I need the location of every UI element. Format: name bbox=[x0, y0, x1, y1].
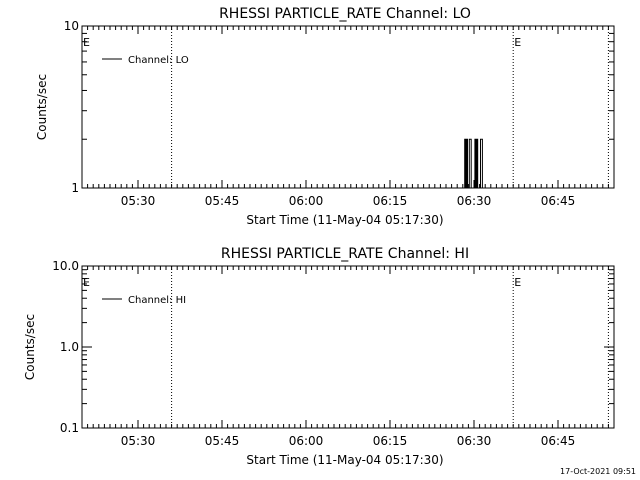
x-tick-label: 06:45 bbox=[541, 434, 576, 448]
y-tick-label: 10.0 bbox=[52, 259, 79, 273]
x-tick-label: 05:45 bbox=[205, 194, 240, 208]
x-tick-label: 05:30 bbox=[121, 434, 156, 448]
chart-title: RHESSI PARTICLE_RATE Channel: LO bbox=[219, 6, 471, 22]
x-tick-label: 06:30 bbox=[457, 194, 492, 208]
event-flag-label: E bbox=[83, 36, 90, 49]
x-tick-label: 06:15 bbox=[373, 434, 408, 448]
event-flag-label: E bbox=[514, 36, 521, 49]
x-tick-label: 06:15 bbox=[373, 194, 408, 208]
x-axis-label: Start Time (11-May-04 05:17:30) bbox=[246, 453, 443, 467]
y-axis-label: Counts/sec bbox=[35, 74, 49, 140]
y-tick-label: 10 bbox=[64, 19, 79, 33]
event-flag-label: E bbox=[83, 276, 90, 289]
plot-frame bbox=[81, 25, 615, 189]
y-tick-label: 1 bbox=[71, 181, 79, 195]
series-line bbox=[462, 138, 484, 189]
x-axis-label: Start Time (11-May-04 05:17:30) bbox=[246, 213, 443, 227]
timestamp-stamp: 17-Oct-2021 09:51 bbox=[560, 467, 636, 476]
hi-channel-panel: RHESSI PARTICLE_RATE Channel: HI 05:30 05:… bbox=[23, 246, 615, 467]
legend-label: Channel: LO bbox=[128, 55, 189, 66]
event-flag-label: E bbox=[514, 276, 521, 289]
y-axis-label: Counts/sec bbox=[23, 314, 37, 380]
x-tick-label: 06:30 bbox=[457, 434, 492, 448]
lo-channel-panel: RHESSI PARTICLE_RATE Channel: LO 05:30 05:… bbox=[35, 6, 615, 227]
x-tick-label: 06:00 bbox=[289, 434, 324, 448]
y-tick-label: 1.0 bbox=[60, 340, 79, 354]
legend-label: Channel: HI bbox=[128, 295, 186, 306]
chart-title: RHESSI PARTICLE_RATE Channel: HI bbox=[221, 246, 469, 262]
x-tick-label: 06:00 bbox=[289, 194, 324, 208]
plot-frame bbox=[81, 265, 615, 429]
x-tick-label: 05:45 bbox=[205, 434, 240, 448]
x-tick-label: 06:45 bbox=[541, 194, 576, 208]
y-tick-label: 0.1 bbox=[60, 421, 79, 435]
x-tick-label: 05:30 bbox=[121, 194, 156, 208]
